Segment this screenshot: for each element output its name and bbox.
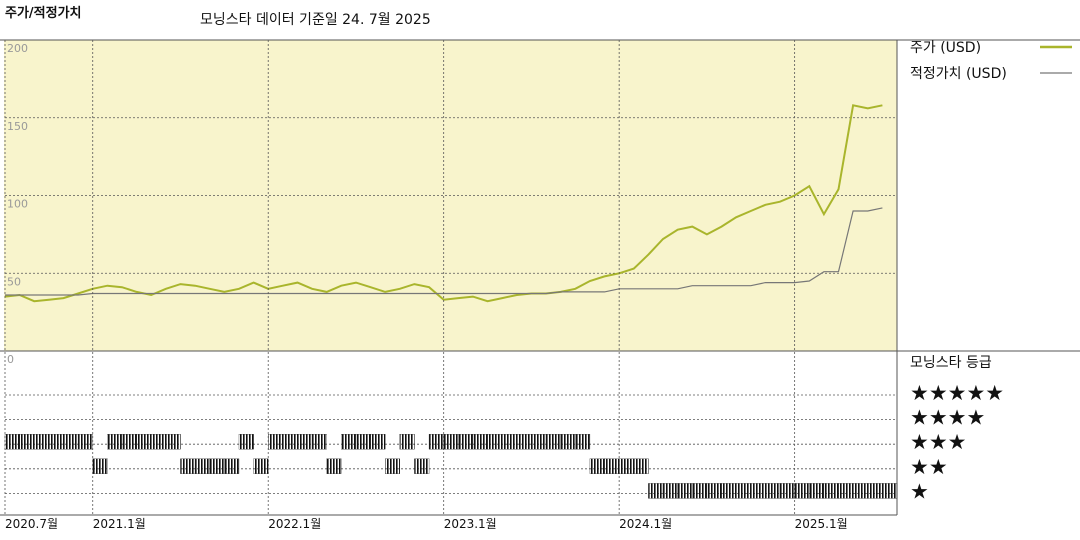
rating-bar [224,458,240,474]
rating-bar [487,434,503,450]
rating-bar [882,483,898,499]
rating-bar [311,434,327,450]
rating-bar [355,434,371,450]
legend-label: 주가 (USD) [910,40,981,56]
rating-bar [765,483,781,499]
rating-bar [63,434,79,450]
rating-bar [414,458,430,474]
rating-bar [180,458,196,474]
rating-bar [428,434,444,450]
chart-subtitle: 모닝스타 데이터 기준일 24. 7월 2025 [200,12,431,28]
rating-bar [633,458,649,474]
rating-bar [399,434,415,450]
rating-bar [838,483,854,499]
rating-bar [706,483,722,499]
rating-label: ★★★★★ [910,381,1004,405]
x-tick-label: 2024.1월 [619,517,672,531]
rating-bar [867,483,883,499]
y-tick-label: 200 [7,42,28,55]
rating-bar [297,434,313,450]
legend-label: 적정가치 (USD) [910,66,1007,82]
rating-bar [750,483,766,499]
rating-title: 모닝스타 등급 [910,355,992,371]
rating-bar [165,434,181,450]
rating-bar [209,458,225,474]
rating-bar [575,434,591,450]
chart-title: 주가/적정가치 [5,5,82,21]
rating-bar [516,434,532,450]
rating-bar [77,434,93,450]
rating-bar [92,458,108,474]
rating-bar [253,458,269,474]
rating-bar [385,458,400,474]
rating-bar [560,434,576,450]
rating-bar [282,434,298,450]
rating-bar [589,458,605,474]
rating-bar [370,434,386,450]
rating-bar [502,434,517,450]
rating-label: ★★★★ [910,406,985,430]
rating-bar [809,483,825,499]
rating-label: ★ [910,479,929,503]
rating-bar [458,434,474,450]
rating-bar [326,458,342,474]
rating-bar [823,483,839,499]
rating-bar [545,434,561,450]
x-tick-label: 2023.1월 [444,517,497,531]
series-line [4,104,883,303]
rating-bar [794,483,810,499]
rating-bar [151,434,167,450]
rating-bar [648,483,664,499]
y-tick-label: 150 [7,120,28,133]
rating-bar [121,434,137,450]
rating-bar [604,458,620,474]
rating-bar [677,483,693,499]
rating-bar [4,434,20,450]
rating-bar [531,434,547,450]
x-tick-label: 2022.1월 [268,517,321,531]
rating-bar [443,434,459,450]
rating-bar [34,434,50,450]
rating-bar [19,434,35,450]
rating-bar [721,483,737,499]
x-tick-label: 2025.1월 [795,517,848,531]
rating-bar [238,434,254,450]
y-tick-label: 100 [7,198,28,211]
rating-label: ★★★ [910,430,966,454]
rating-bar [472,434,488,450]
rating-bar [852,483,868,499]
y-tick-label: 0 [7,353,14,366]
rating-bar [619,458,634,474]
y-tick-label: 50 [7,275,21,288]
x-tick-label: 2020.7월 [5,517,58,531]
rating-bar [107,434,123,450]
rating-label: ★★ [910,455,948,479]
rating-bar [194,458,210,474]
rating-bar [48,434,64,450]
x-tick-label: 2021.1월 [93,517,146,531]
rating-bar [268,434,283,450]
rating-bar [662,483,678,499]
rating-bar [779,483,795,499]
rating-bar [136,434,152,450]
rating-bar [341,434,357,450]
rating-bar [735,483,751,499]
rating-bar [692,483,708,499]
